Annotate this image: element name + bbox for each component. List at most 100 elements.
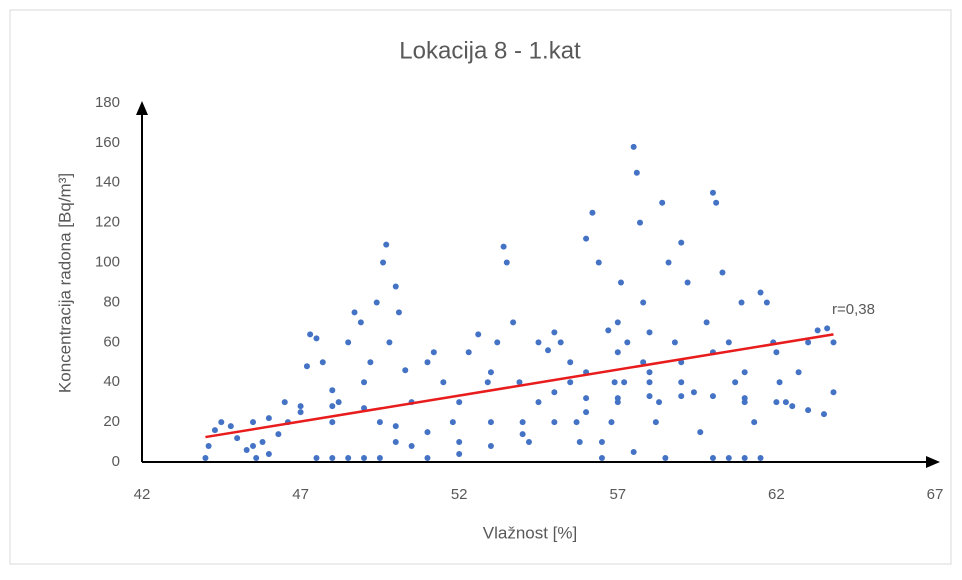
point	[757, 455, 764, 462]
point	[424, 455, 431, 462]
x-tick-label: 42	[134, 486, 151, 503]
y-tick-label: 100	[95, 254, 120, 271]
point	[751, 419, 758, 426]
point	[624, 339, 631, 346]
point	[630, 143, 637, 150]
point	[732, 379, 739, 386]
point	[329, 419, 336, 426]
point	[519, 419, 526, 426]
point	[741, 395, 748, 402]
point	[573, 419, 580, 426]
y-tick-label: 0	[112, 453, 120, 470]
point	[307, 331, 314, 338]
point	[402, 367, 409, 374]
y-tick-label: 160	[95, 134, 120, 151]
point	[545, 347, 552, 354]
point	[275, 431, 282, 438]
point	[595, 259, 602, 266]
point	[243, 447, 250, 454]
point	[763, 299, 770, 306]
point	[652, 419, 659, 426]
point	[487, 419, 494, 426]
point	[373, 299, 380, 306]
point	[430, 349, 437, 356]
point	[738, 299, 745, 306]
point	[646, 393, 653, 400]
point	[551, 389, 558, 396]
point	[211, 427, 218, 434]
point	[503, 259, 510, 266]
point	[795, 369, 802, 376]
point	[583, 395, 590, 402]
point	[367, 359, 374, 366]
y-tick-label: 140	[95, 174, 120, 191]
x-tick-label: 67	[927, 486, 944, 503]
annotation: r=0,38	[832, 301, 875, 318]
point	[535, 399, 542, 406]
y-arrow	[136, 101, 148, 115]
point	[351, 309, 358, 316]
point	[361, 379, 368, 386]
point	[357, 319, 364, 326]
point	[345, 339, 352, 346]
point	[614, 319, 621, 326]
point	[253, 455, 260, 462]
point	[525, 439, 532, 446]
point	[640, 299, 647, 306]
point	[773, 349, 780, 356]
point	[449, 419, 456, 426]
point	[202, 455, 209, 462]
point	[583, 235, 590, 242]
point	[646, 379, 653, 386]
chart-border	[9, 9, 952, 565]
point	[516, 379, 523, 386]
point	[608, 419, 615, 426]
point	[709, 455, 716, 462]
point	[234, 435, 241, 442]
y-axis-label: Koncentracija radona [Bq/m³]	[55, 173, 74, 393]
point	[535, 339, 542, 346]
point	[789, 403, 796, 410]
y-tick-label: 80	[103, 293, 120, 310]
y-tick-label: 20	[103, 413, 120, 430]
point	[678, 239, 685, 246]
point	[259, 439, 266, 446]
y-tick-label: 180	[95, 94, 120, 111]
point	[484, 379, 491, 386]
point	[500, 243, 507, 250]
point	[589, 209, 596, 216]
point	[205, 443, 212, 450]
point	[662, 455, 669, 462]
point	[392, 283, 399, 290]
point	[614, 395, 621, 402]
point	[678, 393, 685, 400]
point	[510, 319, 517, 326]
x-tick-label: 52	[451, 486, 468, 503]
y-tick-label: 60	[103, 333, 120, 350]
point	[830, 389, 837, 396]
point	[709, 393, 716, 400]
point	[824, 325, 831, 332]
point	[814, 327, 821, 334]
point	[678, 359, 685, 366]
point	[329, 387, 336, 394]
point	[630, 449, 637, 456]
point	[617, 279, 624, 286]
point	[313, 455, 320, 462]
points	[202, 143, 837, 462]
point	[583, 409, 590, 416]
point	[725, 455, 732, 462]
x-tick-label: 47	[292, 486, 309, 503]
point	[361, 455, 368, 462]
point	[557, 339, 564, 346]
point	[329, 403, 336, 410]
point	[713, 199, 720, 206]
point	[376, 419, 383, 426]
point	[805, 407, 812, 414]
point	[456, 439, 463, 446]
chart-title: Lokacija 8 - 1.kat	[399, 37, 581, 64]
point	[605, 327, 612, 334]
point	[782, 399, 789, 406]
point	[297, 403, 304, 410]
